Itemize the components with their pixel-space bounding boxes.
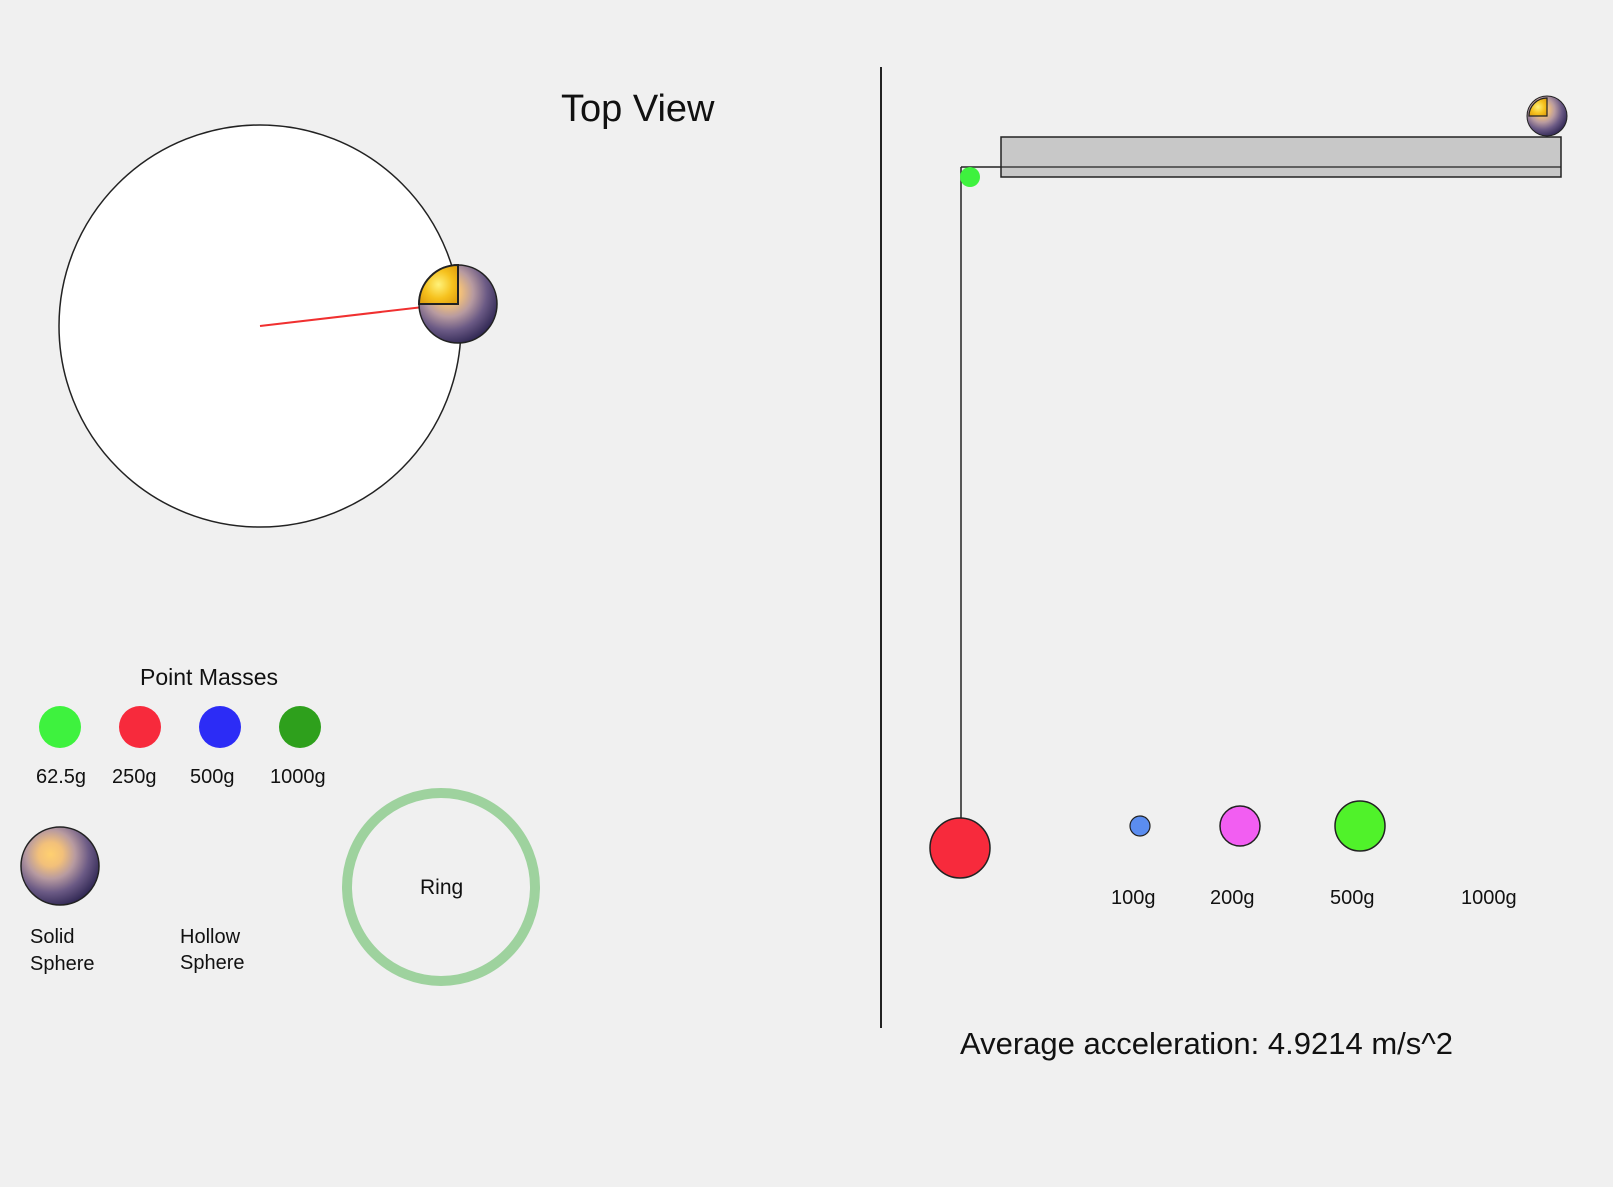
hanging-mass-200g[interactable] bbox=[1219, 805, 1261, 847]
point-mass-62-5g[interactable] bbox=[39, 706, 81, 748]
hanging-mass-palette bbox=[1129, 800, 1386, 852]
apparatus-side-view bbox=[929, 95, 1568, 879]
solid-sphere-label-line1: Solid bbox=[30, 926, 75, 948]
point-masses-title: Point Masses bbox=[140, 664, 279, 690]
ring-label: Ring bbox=[420, 876, 464, 899]
hanging-mass-label-200g: 200g bbox=[1210, 887, 1255, 909]
turntable-top-view[interactable] bbox=[58, 124, 498, 528]
point-mass-1000g[interactable] bbox=[279, 706, 321, 748]
point-mass-palette bbox=[39, 706, 321, 748]
point-mass-250g[interactable] bbox=[119, 706, 161, 748]
hollow-sphere-label-line2: Sphere bbox=[180, 952, 245, 974]
point-mass-label-62-5g: 62.5g bbox=[36, 766, 87, 788]
point-mass-500g[interactable] bbox=[199, 706, 241, 748]
hanging-mass-label-1000g[interactable]: 1000g bbox=[1461, 887, 1517, 909]
sphere-on-turntable[interactable] bbox=[417, 263, 498, 344]
side-view-sphere bbox=[1526, 95, 1568, 137]
hanging-mass-500g[interactable] bbox=[1334, 800, 1386, 852]
solid-sphere-label-line2: Sphere bbox=[30, 953, 95, 975]
hanging-mass-100g[interactable] bbox=[1129, 815, 1151, 837]
hanging-mass-label-500g: 500g bbox=[1330, 887, 1375, 909]
radius-line bbox=[259, 305, 433, 327]
average-acceleration-readout: Average acceleration: 4.9214 m/s^2 bbox=[960, 1026, 1454, 1061]
point-mass-label-500g: 500g bbox=[190, 766, 235, 788]
solid-sphere-object[interactable] bbox=[20, 826, 100, 906]
ring-object[interactable] bbox=[342, 788, 540, 986]
hollow-sphere-label-line1: Hollow bbox=[180, 926, 241, 948]
turntable-platform bbox=[1000, 136, 1562, 178]
hollow-sphere-object[interactable]: Hollow Sphere bbox=[180, 926, 245, 975]
pulley-marker bbox=[960, 167, 980, 187]
hanging-mass-label-100g: 100g bbox=[1111, 887, 1156, 909]
top-view-title: Top View bbox=[561, 88, 715, 130]
attached-hanging-mass[interactable] bbox=[929, 817, 991, 879]
point-mass-label-1000g: 1000g bbox=[270, 766, 326, 788]
point-mass-label-250g: 250g bbox=[112, 766, 157, 788]
